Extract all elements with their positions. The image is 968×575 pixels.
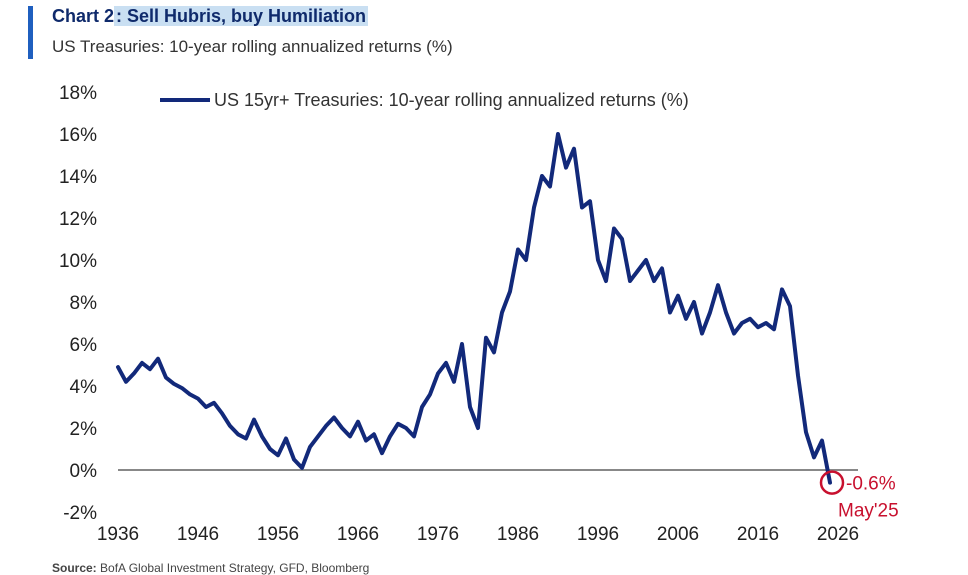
x-tick-label: 2026 xyxy=(817,524,859,545)
y-tick-label: 14% xyxy=(59,167,97,188)
chart-title: Chart 2: Sell Hubris, buy Humiliation xyxy=(52,6,369,27)
y-tick-label: 6% xyxy=(70,335,98,356)
x-tick-label: 1946 xyxy=(177,524,219,545)
x-tick-label: 1976 xyxy=(417,524,459,545)
annotation-circle xyxy=(819,470,845,495)
y-tick-label: 4% xyxy=(70,377,98,398)
y-tick-label: 0% xyxy=(70,461,98,482)
y-tick-label: 16% xyxy=(59,125,97,146)
source-note: Source: BofA Global Investment Strategy,… xyxy=(52,561,369,575)
annotation-value: -0.6% xyxy=(846,474,896,495)
chart-subtitle: US Treasuries: 10-year rolling annualize… xyxy=(52,37,453,56)
title-prefix: Chart 2 xyxy=(52,6,115,26)
y-tick-label: -2% xyxy=(63,503,97,524)
x-tick-label: 1966 xyxy=(337,524,379,545)
x-tick-label: 2016 xyxy=(737,524,779,545)
y-tick-label: 2% xyxy=(70,419,98,440)
annotation-date: May'25 xyxy=(838,501,899,522)
legend-label: US 15yr+ Treasuries: 10-year rolling ann… xyxy=(214,90,689,110)
x-tick-label: 1936 xyxy=(97,524,139,545)
x-tick-label: 1956 xyxy=(257,524,299,545)
y-tick-label: 18% xyxy=(59,83,97,104)
y-tick-label: 10% xyxy=(59,251,97,272)
title-highlight: : Sell Hubris, buy Humiliation xyxy=(114,6,369,26)
y-tick-label: 8% xyxy=(70,293,98,314)
x-tick-label: 2006 xyxy=(657,524,699,545)
x-tick-label: 1996 xyxy=(577,524,619,545)
source-text: BofA Global Investment Strategy, GFD, Bl… xyxy=(100,561,370,575)
series-line xyxy=(116,132,832,485)
x-tick-label: 1986 xyxy=(497,524,539,545)
accent-bar xyxy=(28,6,33,59)
y-tick-label: 12% xyxy=(59,209,97,230)
source-label: Source: xyxy=(52,561,97,575)
